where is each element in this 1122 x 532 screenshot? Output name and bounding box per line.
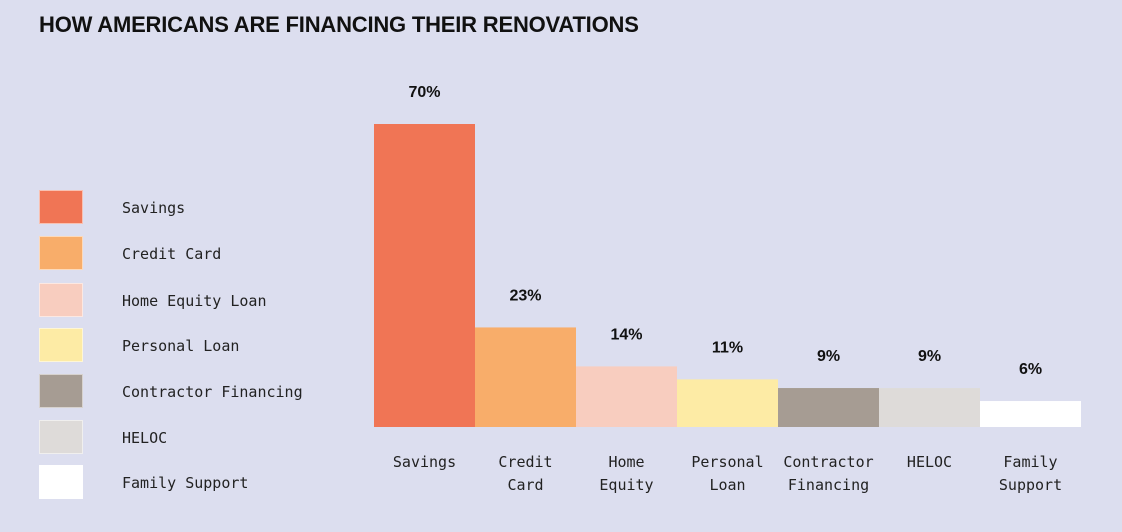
- value-label-family-support: 6%: [1019, 361, 1042, 378]
- bar-credit-card: [475, 327, 576, 427]
- legend-swatch-contractor-financing: [39, 374, 83, 408]
- value-label-savings: 70%: [408, 84, 440, 101]
- value-label-contractor-financing: 9%: [817, 348, 840, 365]
- legend-swatch-heloc: [39, 420, 83, 454]
- legend-label-savings: Savings: [122, 199, 186, 217]
- tick-label-contractor-financing-line1: Contractor: [783, 453, 873, 471]
- tick-label-personal-loan-line2: Loan: [709, 476, 745, 494]
- legend-item-savings: Savings: [39, 190, 369, 226]
- bar-savings: [374, 124, 475, 427]
- legend-item-home-equity-loan: Home Equity Loan: [39, 283, 369, 319]
- legend-label-family-support: Family Support: [122, 474, 249, 492]
- bar-heloc: [879, 388, 980, 427]
- legend-label-home-equity-loan: Home Equity Loan: [122, 292, 267, 310]
- tick-label-savings: Savings: [393, 453, 456, 471]
- legend-label-contractor-financing: Contractor Financing: [122, 383, 303, 401]
- legend-swatch-family-support: [39, 465, 83, 499]
- tick-label-home-equity-line1: Home: [608, 453, 644, 471]
- chart-title: HOW AMERICANS ARE FINANCING THEIR RENOVA…: [39, 12, 639, 37]
- bar-personal-loan: [677, 379, 778, 427]
- tick-label-credit-card-line2: Card: [507, 476, 543, 494]
- legend-item-personal-loan: Personal Loan: [39, 328, 369, 364]
- legend-item-credit-card: Credit Card: [39, 236, 369, 272]
- tick-label-heloc: HELOC: [907, 453, 952, 471]
- bar-contractor-financing: [778, 388, 879, 427]
- tick-label-family-support-line2: Support: [999, 476, 1062, 494]
- tick-label-contractor-financing-line2: Financing: [788, 476, 869, 494]
- legend-item-heloc: HELOC: [39, 420, 369, 456]
- legend-label-credit-card: Credit Card: [122, 245, 222, 263]
- legend-swatch-personal-loan: [39, 328, 83, 362]
- legend-swatch-savings: [39, 190, 83, 224]
- tick-label-home-equity-line2: Equity: [599, 476, 653, 494]
- value-label-credit-card: 23%: [509, 287, 541, 304]
- legend-label-heloc: HELOC: [122, 429, 168, 447]
- value-label-heloc: 9%: [918, 348, 941, 365]
- bar-family-support: [980, 401, 1081, 427]
- legend-swatch-credit-card: [39, 236, 83, 270]
- tick-label-family-support-line1: Family: [1003, 453, 1057, 471]
- tick-label-personal-loan-line1: Personal: [691, 453, 763, 471]
- tick-label-credit-card-line1: Credit: [498, 453, 552, 471]
- value-label-personal-loan: 11%: [712, 339, 743, 356]
- bar-home-equity: [576, 366, 677, 427]
- legend-swatch-home-equity-loan: [39, 283, 83, 317]
- legend-item-contractor-financing: Contractor Financing: [39, 374, 369, 410]
- value-label-home-equity: 14%: [610, 326, 642, 343]
- legend-item-family-support: Family Support: [39, 465, 369, 501]
- legend-label-personal-loan: Personal Loan: [122, 337, 240, 355]
